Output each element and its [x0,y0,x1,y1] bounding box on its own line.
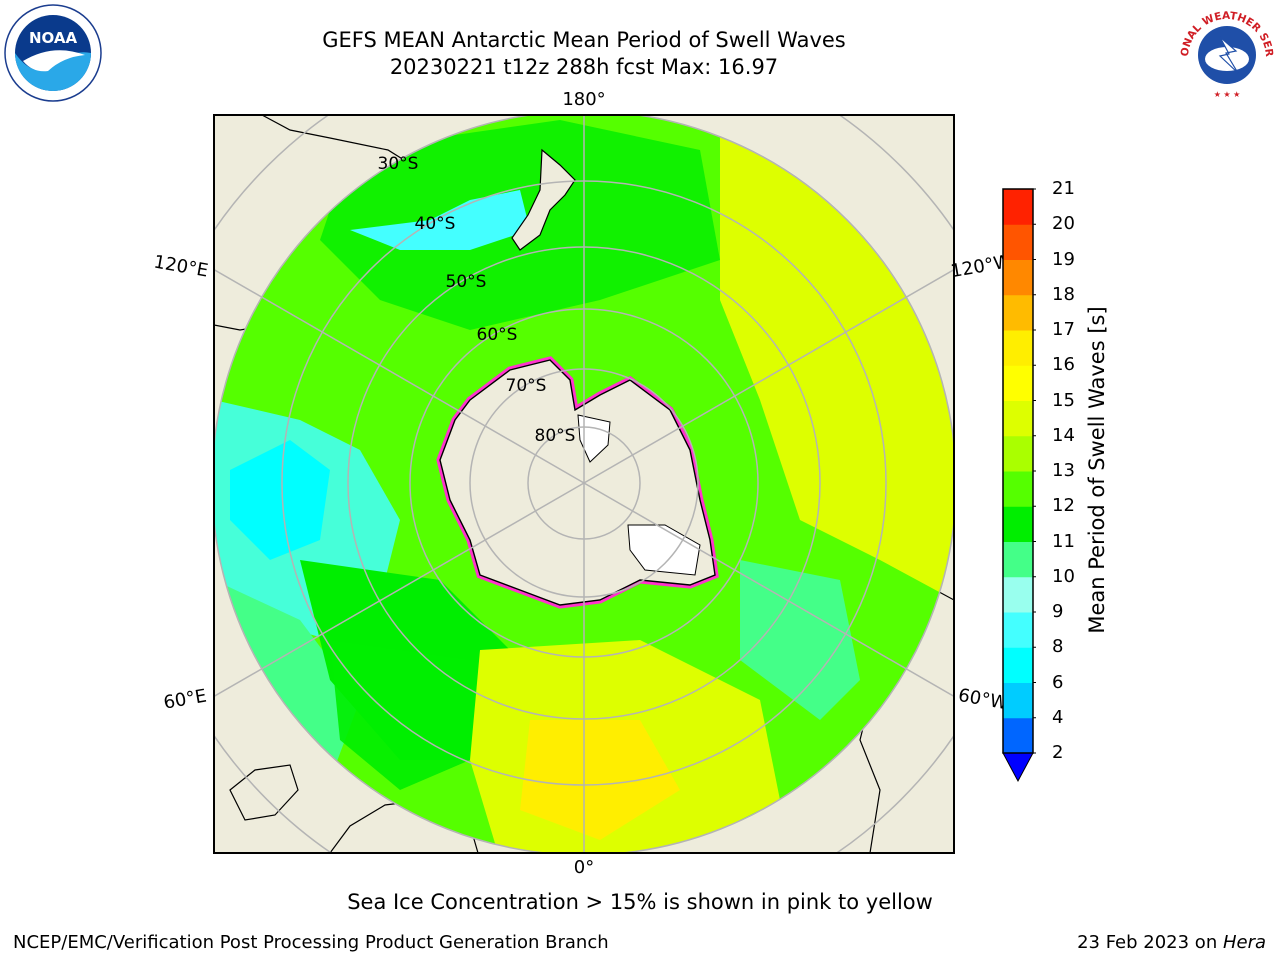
lat-label-70s: 70°S [506,376,547,396]
chart-subtitle: 20230221 t12z 288h fcst Max: 16.97 [389,55,779,79]
colorbar-cell [1003,330,1033,366]
colorbar-cell [1003,294,1033,331]
colorbar-tick-label: 10 [1052,565,1075,587]
graticule [214,115,954,853]
weddell-ice-shelf [627,524,701,576]
colorbar [1002,188,1036,783]
colorbar-tick-label: 18 [1052,283,1075,305]
colorbar-cell [1003,682,1033,719]
colorbar-cell [1003,365,1033,401]
lat-label-60s: 60°S [477,325,518,345]
colorbar-cell [1003,647,1033,683]
colorbar-tick-label: 13 [1052,460,1075,481]
swell-patch-green-e [740,560,860,720]
new-zealand-land [511,148,576,251]
chart-title: GEFS MEAN Antarctic Mean Period of Swell… [322,28,846,52]
colorbar-tick-label: 12 [1052,495,1075,517]
colorbar-cell [1003,471,1033,507]
noaa-logo-text: NOAA [29,29,78,47]
lon-label-0: 0° [574,857,594,878]
colorbar-tick-label: 15 [1052,389,1075,411]
sea-ice-caption: Sea Ice Concentration > 15% is shown in … [347,890,933,914]
swell-patch-lightcyan [230,440,330,560]
lat-label-50s: 50°S [446,272,487,292]
colorbar-tick-label: 20 [1052,213,1075,235]
map-frame [213,114,955,854]
colorbar-tick-label: 8 [1052,636,1064,658]
swell-patch-gold-s [520,720,680,840]
host-name: Hera [1222,932,1266,953]
colorbar-cell [1003,612,1033,648]
lon-label-60e: 60°E [162,685,208,713]
colorbar-tick-label: 9 [1052,601,1064,622]
colorbar-title: Mean Period of Swell Waves [s] [1085,306,1109,634]
lat-label-30s: 30°S [378,154,419,174]
colorbar-cell [1003,435,1033,472]
colorbar-tick-label: 21 [1052,178,1075,199]
colorbar-tick-label: 14 [1052,424,1075,446]
date-text: 23 Feb 2023 on Hera [1077,932,1266,953]
swell-patch-cyan-nz [350,190,530,250]
svg-text:★ ★ ★: ★ ★ ★ [1214,90,1241,99]
colorbar-cell [1003,717,1033,754]
colorbar-cell [1003,506,1033,542]
colorbar-tick-label: 17 [1052,319,1075,340]
lat-label-80s: 80°S [535,426,576,446]
colorbar-tick-label: 16 [1052,354,1075,376]
noaa-logo: NOAA [4,4,102,102]
credit-text: NCEP/EMC/Verification Post Processing Pr… [13,932,609,953]
colorbar-cell [1003,189,1033,225]
colorbar-cell [1003,400,1033,437]
colorbar-tick-label: 2 [1052,742,1064,763]
colorbar-tick-label: 4 [1052,706,1064,728]
colorbar-tick-label: 19 [1052,248,1075,270]
colorbar-cell [1003,224,1033,260]
swell-patch-green-sw [330,640,470,790]
colorbar-cell [1003,576,1033,613]
colorbar-tick-label: 11 [1052,530,1075,552]
colorbar-cell [1003,541,1033,578]
colorbar-tick-label: 6 [1052,671,1064,693]
nws-logo: NATIONAL WEATHER SERVICE ★ ★ ★ [1176,3,1275,100]
lon-label-120e: 120°E [152,251,210,281]
colorbar-cell [1003,259,1033,296]
lon-label-180: 180° [562,89,605,110]
lat-label-40s: 40°S [415,214,456,234]
